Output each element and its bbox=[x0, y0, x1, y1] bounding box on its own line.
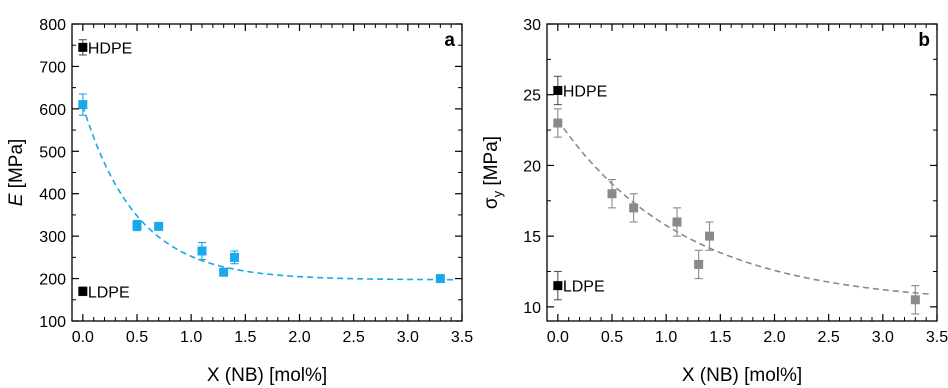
x-tick-label: 2.0 bbox=[288, 329, 310, 346]
square-marker bbox=[154, 221, 164, 231]
square-marker bbox=[78, 42, 88, 52]
y-tick-label: 100 bbox=[39, 314, 66, 331]
x-tick-label: 2.0 bbox=[763, 329, 785, 346]
x-tick-label: 1.0 bbox=[180, 329, 202, 346]
x-tick-label: 1.0 bbox=[655, 329, 677, 346]
x-tick-label: 2.5 bbox=[343, 329, 365, 346]
axis-ticks-layer: 0.0 0.5 1.0 1.5 2.0 2.5 3.0 3.5 100 200 300 400 500 6… bbox=[39, 17, 473, 346]
y-tick-label: 600 bbox=[39, 102, 66, 119]
reference-point-hdpe: HDPE bbox=[78, 39, 132, 57]
plot-frame bbox=[546, 23, 938, 322]
data-point bbox=[435, 274, 445, 284]
square-marker bbox=[435, 274, 445, 284]
square-marker bbox=[672, 217, 682, 227]
y-tick-label: 30 bbox=[523, 17, 541, 34]
square-marker bbox=[197, 246, 207, 256]
data-points-layer bbox=[78, 93, 445, 284]
reference-points-layer: HDPE LDPE bbox=[553, 75, 607, 301]
x-tick-label: 1.5 bbox=[234, 329, 256, 346]
square-marker bbox=[910, 295, 920, 305]
panel-label: a bbox=[444, 30, 455, 51]
x-tick-label: 0.5 bbox=[126, 329, 148, 346]
y-axis-label-unit: [MPa] bbox=[481, 136, 502, 191]
data-point bbox=[705, 221, 714, 251]
y-tick-label: 10 bbox=[523, 300, 541, 317]
square-marker bbox=[553, 85, 563, 95]
square-marker bbox=[705, 231, 714, 241]
y-axis-label-symbol: E bbox=[6, 193, 27, 206]
reference-label: HDPE bbox=[88, 40, 132, 57]
x-axis-label: X (NB) [mol%] bbox=[207, 365, 327, 386]
square-marker bbox=[553, 281, 563, 291]
axis-ticks-layer: 0.0 0.5 1.0 1.5 2.0 2.5 3.0 3.5 10 15 20 25 30 bbox=[523, 17, 948, 346]
data-point bbox=[78, 93, 88, 116]
reference-label: HDPE bbox=[563, 83, 607, 100]
y-tick-label: 800 bbox=[39, 17, 66, 34]
square-marker bbox=[132, 221, 142, 231]
x-tick-label: 0.5 bbox=[601, 329, 623, 346]
data-point bbox=[197, 241, 207, 261]
panel-a: HDPE LDPE 0.0 0.5 1.0 1.5 2.0 2.5 3.0 3.5 100 200 3… bbox=[6, 17, 473, 386]
reference-points-layer: HDPE LDPE bbox=[78, 39, 132, 301]
y-axis-label: σy [MPa] bbox=[481, 136, 505, 209]
data-points-layer bbox=[553, 108, 920, 315]
data-point bbox=[672, 207, 682, 237]
y-tick-label: 20 bbox=[523, 158, 541, 175]
x-tick-label: 0.0 bbox=[547, 329, 569, 346]
y-tick-label: 25 bbox=[523, 88, 541, 105]
reference-point-ldpe: LDPE bbox=[553, 270, 605, 301]
x-tick-label: 0.0 bbox=[72, 329, 94, 346]
data-point bbox=[694, 249, 704, 280]
y-tick-label: 15 bbox=[523, 229, 541, 246]
y-axis-label-subscript: y bbox=[490, 190, 505, 197]
reference-point-hdpe: HDPE bbox=[553, 75, 607, 106]
square-marker bbox=[230, 252, 239, 262]
reference-point-ldpe: LDPE bbox=[78, 284, 130, 301]
square-marker bbox=[78, 286, 88, 296]
x-axis-label: X (NB) [mol%] bbox=[682, 365, 802, 386]
plot-frame bbox=[71, 23, 463, 322]
data-point bbox=[910, 285, 920, 315]
fit-curve bbox=[557, 119, 932, 296]
y-tick-label: 700 bbox=[39, 59, 66, 76]
square-marker bbox=[629, 203, 639, 213]
y-tick-label: 500 bbox=[39, 144, 66, 161]
x-tick-label: 2.5 bbox=[818, 329, 840, 346]
data-point bbox=[629, 193, 639, 223]
data-point bbox=[154, 221, 164, 231]
fit-curve bbox=[82, 105, 457, 281]
square-marker bbox=[694, 259, 704, 269]
x-tick-label: 1.5 bbox=[709, 329, 731, 346]
data-point bbox=[132, 219, 142, 232]
panel-label: b bbox=[918, 30, 930, 51]
square-marker bbox=[219, 267, 229, 277]
y-axis-label: E [MPa] bbox=[6, 139, 27, 207]
data-point bbox=[219, 267, 229, 277]
square-marker bbox=[553, 118, 563, 128]
square-marker bbox=[78, 100, 88, 110]
data-point bbox=[230, 250, 239, 265]
x-tick-label: 3.5 bbox=[451, 329, 473, 346]
y-axis-label-unit: [MPa] bbox=[6, 139, 27, 194]
fit-curve-layer bbox=[557, 119, 932, 296]
data-point bbox=[553, 108, 563, 138]
square-marker bbox=[607, 189, 617, 199]
reference-label: LDPE bbox=[88, 284, 130, 301]
y-axis-label-symbol: σ bbox=[481, 197, 502, 209]
reference-label: LDPE bbox=[563, 279, 605, 296]
x-tick-label: 3.0 bbox=[397, 329, 419, 346]
panel-b: HDPE LDPE 0.0 0.5 1.0 1.5 2.0 2.5 3.0 3.5 10 15 20 2… bbox=[481, 17, 948, 386]
fit-curve-layer bbox=[82, 105, 457, 281]
x-tick-label: 3.5 bbox=[926, 329, 948, 346]
y-tick-label: 400 bbox=[39, 187, 66, 204]
data-point bbox=[607, 179, 617, 209]
x-tick-label: 3.0 bbox=[872, 329, 894, 346]
y-tick-label: 200 bbox=[39, 272, 66, 289]
y-tick-label: 300 bbox=[39, 229, 66, 246]
